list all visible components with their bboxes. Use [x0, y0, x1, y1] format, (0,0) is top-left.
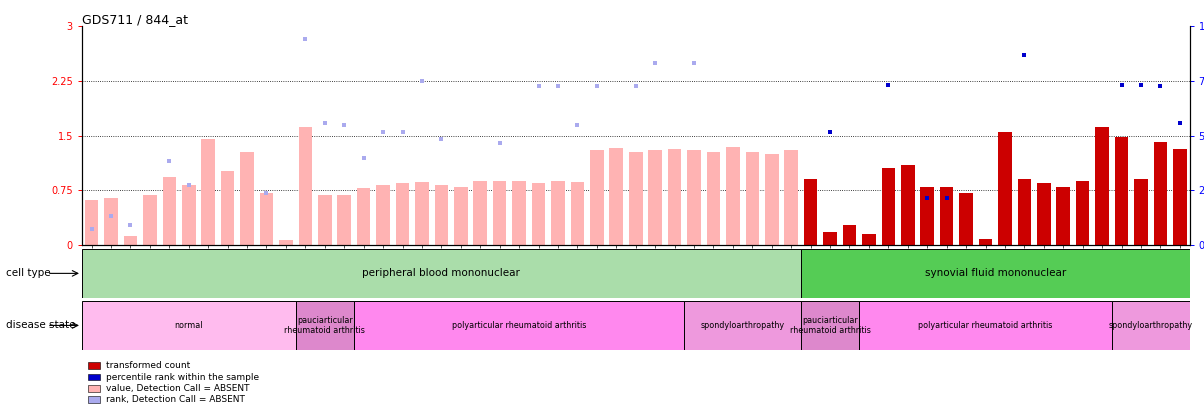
Bar: [396, 183, 409, 245]
Text: normal: normal: [175, 321, 203, 330]
Bar: [1096, 127, 1109, 245]
Bar: [707, 152, 720, 245]
Bar: [765, 154, 779, 245]
Text: disease state: disease state: [6, 320, 76, 330]
Text: spondyloarthropathy: spondyloarthropathy: [701, 321, 785, 330]
Bar: [801, 301, 860, 350]
Bar: [609, 148, 624, 245]
Bar: [377, 185, 390, 245]
Bar: [862, 234, 875, 245]
Bar: [860, 301, 1111, 350]
Text: spondyloarthropathy: spondyloarthropathy: [1109, 321, 1193, 330]
Bar: [473, 181, 488, 245]
Bar: [1111, 301, 1190, 350]
Text: rank, Detection Call = ABSENT: rank, Detection Call = ABSENT: [106, 395, 244, 404]
Bar: [124, 236, 137, 245]
Bar: [784, 150, 798, 245]
Bar: [824, 232, 837, 245]
Text: polyarticular rheumatoid arthritis: polyarticular rheumatoid arthritis: [452, 321, 586, 330]
Bar: [318, 196, 331, 245]
Bar: [182, 185, 195, 245]
Bar: [1017, 179, 1031, 245]
Bar: [1056, 187, 1070, 245]
Bar: [201, 139, 216, 245]
Text: transformed count: transformed count: [106, 361, 190, 370]
Bar: [454, 187, 467, 245]
Bar: [356, 188, 371, 245]
Text: pauciarticular
rheumatoid arthritis: pauciarticular rheumatoid arthritis: [284, 316, 365, 335]
Bar: [105, 198, 118, 245]
Bar: [435, 185, 448, 245]
Bar: [940, 187, 954, 245]
Text: pauciarticular
rheumatoid arthritis: pauciarticular rheumatoid arthritis: [790, 316, 870, 335]
Bar: [82, 249, 801, 298]
Text: percentile rank within the sample: percentile rank within the sample: [106, 373, 259, 382]
Text: polyarticular rheumatoid arthritis: polyarticular rheumatoid arthritis: [919, 321, 1052, 330]
Bar: [492, 181, 507, 245]
Bar: [1115, 137, 1128, 245]
Bar: [1037, 183, 1051, 245]
Bar: [260, 192, 273, 245]
Bar: [84, 200, 99, 245]
Bar: [745, 152, 759, 245]
Bar: [804, 179, 818, 245]
Bar: [1153, 141, 1167, 245]
Bar: [843, 225, 856, 245]
Bar: [143, 196, 157, 245]
Text: synovial fluid mononuclear: synovial fluid mononuclear: [925, 269, 1066, 278]
Bar: [668, 149, 681, 245]
Bar: [960, 192, 973, 245]
Bar: [726, 147, 739, 245]
Text: GDS711 / 844_at: GDS711 / 844_at: [82, 13, 188, 26]
Bar: [296, 301, 354, 350]
Bar: [82, 301, 296, 350]
Bar: [241, 152, 254, 245]
Bar: [801, 249, 1190, 298]
Bar: [354, 301, 684, 350]
Text: peripheral blood mononuclear: peripheral blood mononuclear: [362, 269, 520, 278]
Bar: [532, 183, 545, 245]
Bar: [1134, 179, 1147, 245]
Bar: [299, 127, 312, 245]
Bar: [513, 181, 526, 245]
Bar: [881, 168, 895, 245]
Bar: [901, 165, 915, 245]
Bar: [279, 240, 293, 245]
Bar: [590, 150, 603, 245]
Bar: [920, 187, 934, 245]
Bar: [998, 132, 1011, 245]
Text: cell type: cell type: [6, 269, 51, 278]
Bar: [684, 301, 801, 350]
Bar: [415, 181, 429, 245]
Bar: [571, 181, 584, 245]
Bar: [220, 171, 235, 245]
Bar: [979, 239, 992, 245]
Bar: [1173, 149, 1187, 245]
Bar: [337, 195, 352, 245]
Bar: [687, 150, 701, 245]
Bar: [628, 152, 643, 245]
Bar: [163, 177, 176, 245]
Bar: [648, 150, 662, 245]
Bar: [551, 181, 565, 245]
Text: value, Detection Call = ABSENT: value, Detection Call = ABSENT: [106, 384, 249, 393]
Bar: [1076, 181, 1090, 245]
